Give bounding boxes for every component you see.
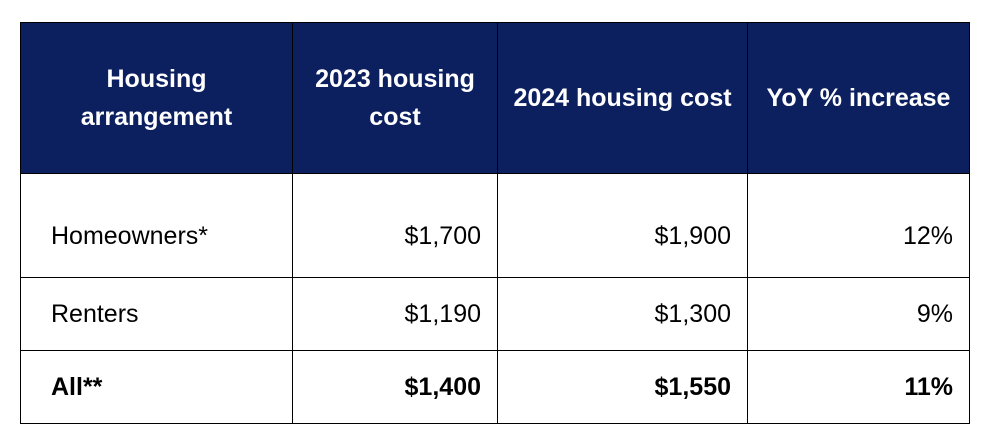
row-label: Renters <box>20 277 293 351</box>
cost-2024: $1,300 <box>497 277 748 351</box>
yoy-increase: 11% <box>747 350 970 424</box>
header-2023-housing-cost: 2023 housing cost <box>292 22 498 174</box>
table-row: Homeowners* $1,700 $1,900 12% <box>20 173 970 278</box>
cost-2024: $1,900 <box>497 173 748 278</box>
total-row: All** $1,400 $1,550 11% <box>20 350 970 424</box>
header-row: Housing arrangement 2023 housing cost 20… <box>20 22 970 174</box>
cost-2023: $1,700 <box>292 173 498 278</box>
header-2024-housing-cost: 2024 housing cost <box>497 22 748 174</box>
row-label: All** <box>20 350 293 424</box>
row-label: Homeowners* <box>20 173 293 278</box>
yoy-increase: 9% <box>747 277 970 351</box>
header-housing-arrangement: Housing arrangement <box>20 22 293 174</box>
cost-2023: $1,190 <box>292 277 498 351</box>
table-row: Renters $1,190 $1,300 9% <box>20 277 970 351</box>
yoy-increase: 12% <box>747 173 970 278</box>
cost-2024: $1,550 <box>497 350 748 424</box>
header-yoy-increase: YoY % increase <box>747 22 970 174</box>
housing-cost-table: Housing arrangement 2023 housing cost 20… <box>20 22 970 424</box>
cost-2023: $1,400 <box>292 350 498 424</box>
